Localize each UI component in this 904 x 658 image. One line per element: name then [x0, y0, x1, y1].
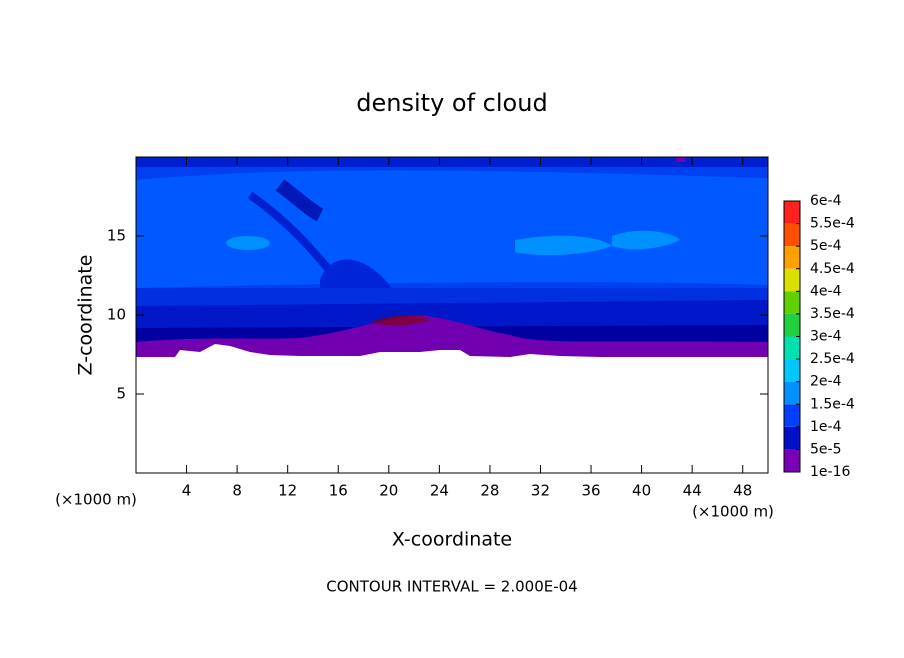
colorbar-label: 5e-4 — [810, 238, 842, 254]
x-tick-label: 20 — [379, 482, 398, 500]
x-tick-label: 44 — [683, 482, 702, 500]
colorbar-label: 2.5e-4 — [810, 351, 855, 367]
colorbar-label: 6e-4 — [810, 193, 842, 209]
x-tick-label: 24 — [430, 482, 449, 500]
y-tick-label: 5 — [116, 385, 126, 403]
colorbar-segment — [784, 449, 800, 472]
colorbar-segment — [784, 359, 800, 382]
colorbar-segment — [784, 381, 800, 405]
colorbar-label: 5.5e-4 — [810, 216, 855, 232]
colorbar-label: 3e-4 — [810, 329, 842, 345]
x-tick-label: 36 — [581, 482, 600, 500]
colorbar-label: 5e-5 — [810, 441, 841, 457]
x-tick-label: 32 — [531, 482, 550, 500]
x-tick-label: 16 — [329, 482, 348, 500]
colorbar-label: 1e-16 — [810, 464, 850, 480]
colorbar-label: 3.5e-4 — [810, 306, 855, 322]
colorbar-segment — [784, 336, 800, 360]
colorbar-segment — [784, 291, 800, 314]
y-unit: (×1000 m) — [55, 491, 137, 509]
colorbar-label: 1.5e-4 — [810, 396, 855, 412]
chart-title: density of cloud — [356, 89, 547, 117]
x-tick-label: 48 — [733, 482, 752, 500]
x-tick-label: 28 — [480, 482, 499, 500]
colorbar-segment — [784, 201, 800, 224]
x-tick-label: 4 — [182, 482, 192, 500]
x-tick-label: 40 — [632, 482, 651, 500]
contour-field — [136, 157, 768, 473]
y-tick-label: 10 — [107, 306, 126, 324]
x-axis-label: X-coordinate — [392, 529, 512, 551]
x-tick-label: 12 — [278, 482, 297, 500]
colorbar-label: 4.5e-4 — [810, 261, 855, 277]
colorbar-label: 1e-4 — [810, 419, 842, 435]
y-tick-label: 15 — [107, 227, 126, 245]
colorbar-segment — [784, 223, 800, 247]
x-tick-label: 8 — [232, 482, 242, 500]
footer-note: CONTOUR INTERVAL = 2.000E-04 — [326, 578, 577, 596]
colorbar-segment — [784, 268, 800, 292]
y-axis-label: Z-coordinate — [75, 255, 97, 376]
colorbar-label: 2e-4 — [810, 374, 842, 390]
colorbar-segment — [784, 313, 800, 337]
colorbar-segment — [784, 426, 800, 450]
colorbar-label: 4e-4 — [810, 283, 842, 299]
x-unit: (×1000 m) — [692, 503, 774, 521]
colorbar-segment — [784, 404, 800, 427]
colorbar-segment — [784, 246, 800, 269]
